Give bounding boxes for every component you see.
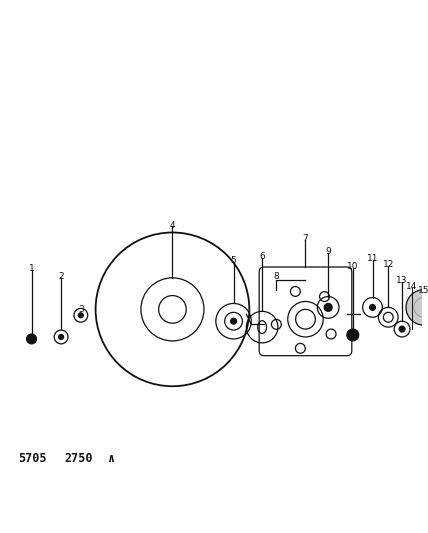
Text: 11: 11	[367, 254, 378, 263]
Circle shape	[27, 334, 36, 344]
Circle shape	[347, 329, 359, 341]
Text: 8: 8	[273, 272, 279, 281]
Text: ∧: ∧	[108, 452, 116, 465]
Text: 2: 2	[58, 272, 64, 281]
Text: 15: 15	[418, 286, 428, 295]
Circle shape	[369, 304, 375, 310]
Text: 4: 4	[169, 221, 175, 230]
Text: 9: 9	[325, 247, 331, 256]
Text: 13: 13	[396, 276, 408, 285]
Circle shape	[59, 335, 64, 340]
Text: 12: 12	[383, 260, 394, 269]
Circle shape	[406, 289, 428, 325]
Circle shape	[78, 313, 83, 318]
Text: 10: 10	[347, 262, 359, 271]
Text: 14: 14	[406, 282, 418, 291]
Text: 3: 3	[78, 305, 84, 314]
Text: 2750: 2750	[64, 452, 92, 465]
Text: 5705: 5705	[18, 452, 46, 465]
Text: 6: 6	[259, 252, 265, 261]
Circle shape	[324, 303, 332, 311]
Text: 1: 1	[29, 264, 34, 273]
Text: 7: 7	[303, 235, 308, 244]
Text: 5: 5	[231, 256, 236, 265]
Circle shape	[231, 318, 237, 324]
Circle shape	[399, 326, 405, 332]
